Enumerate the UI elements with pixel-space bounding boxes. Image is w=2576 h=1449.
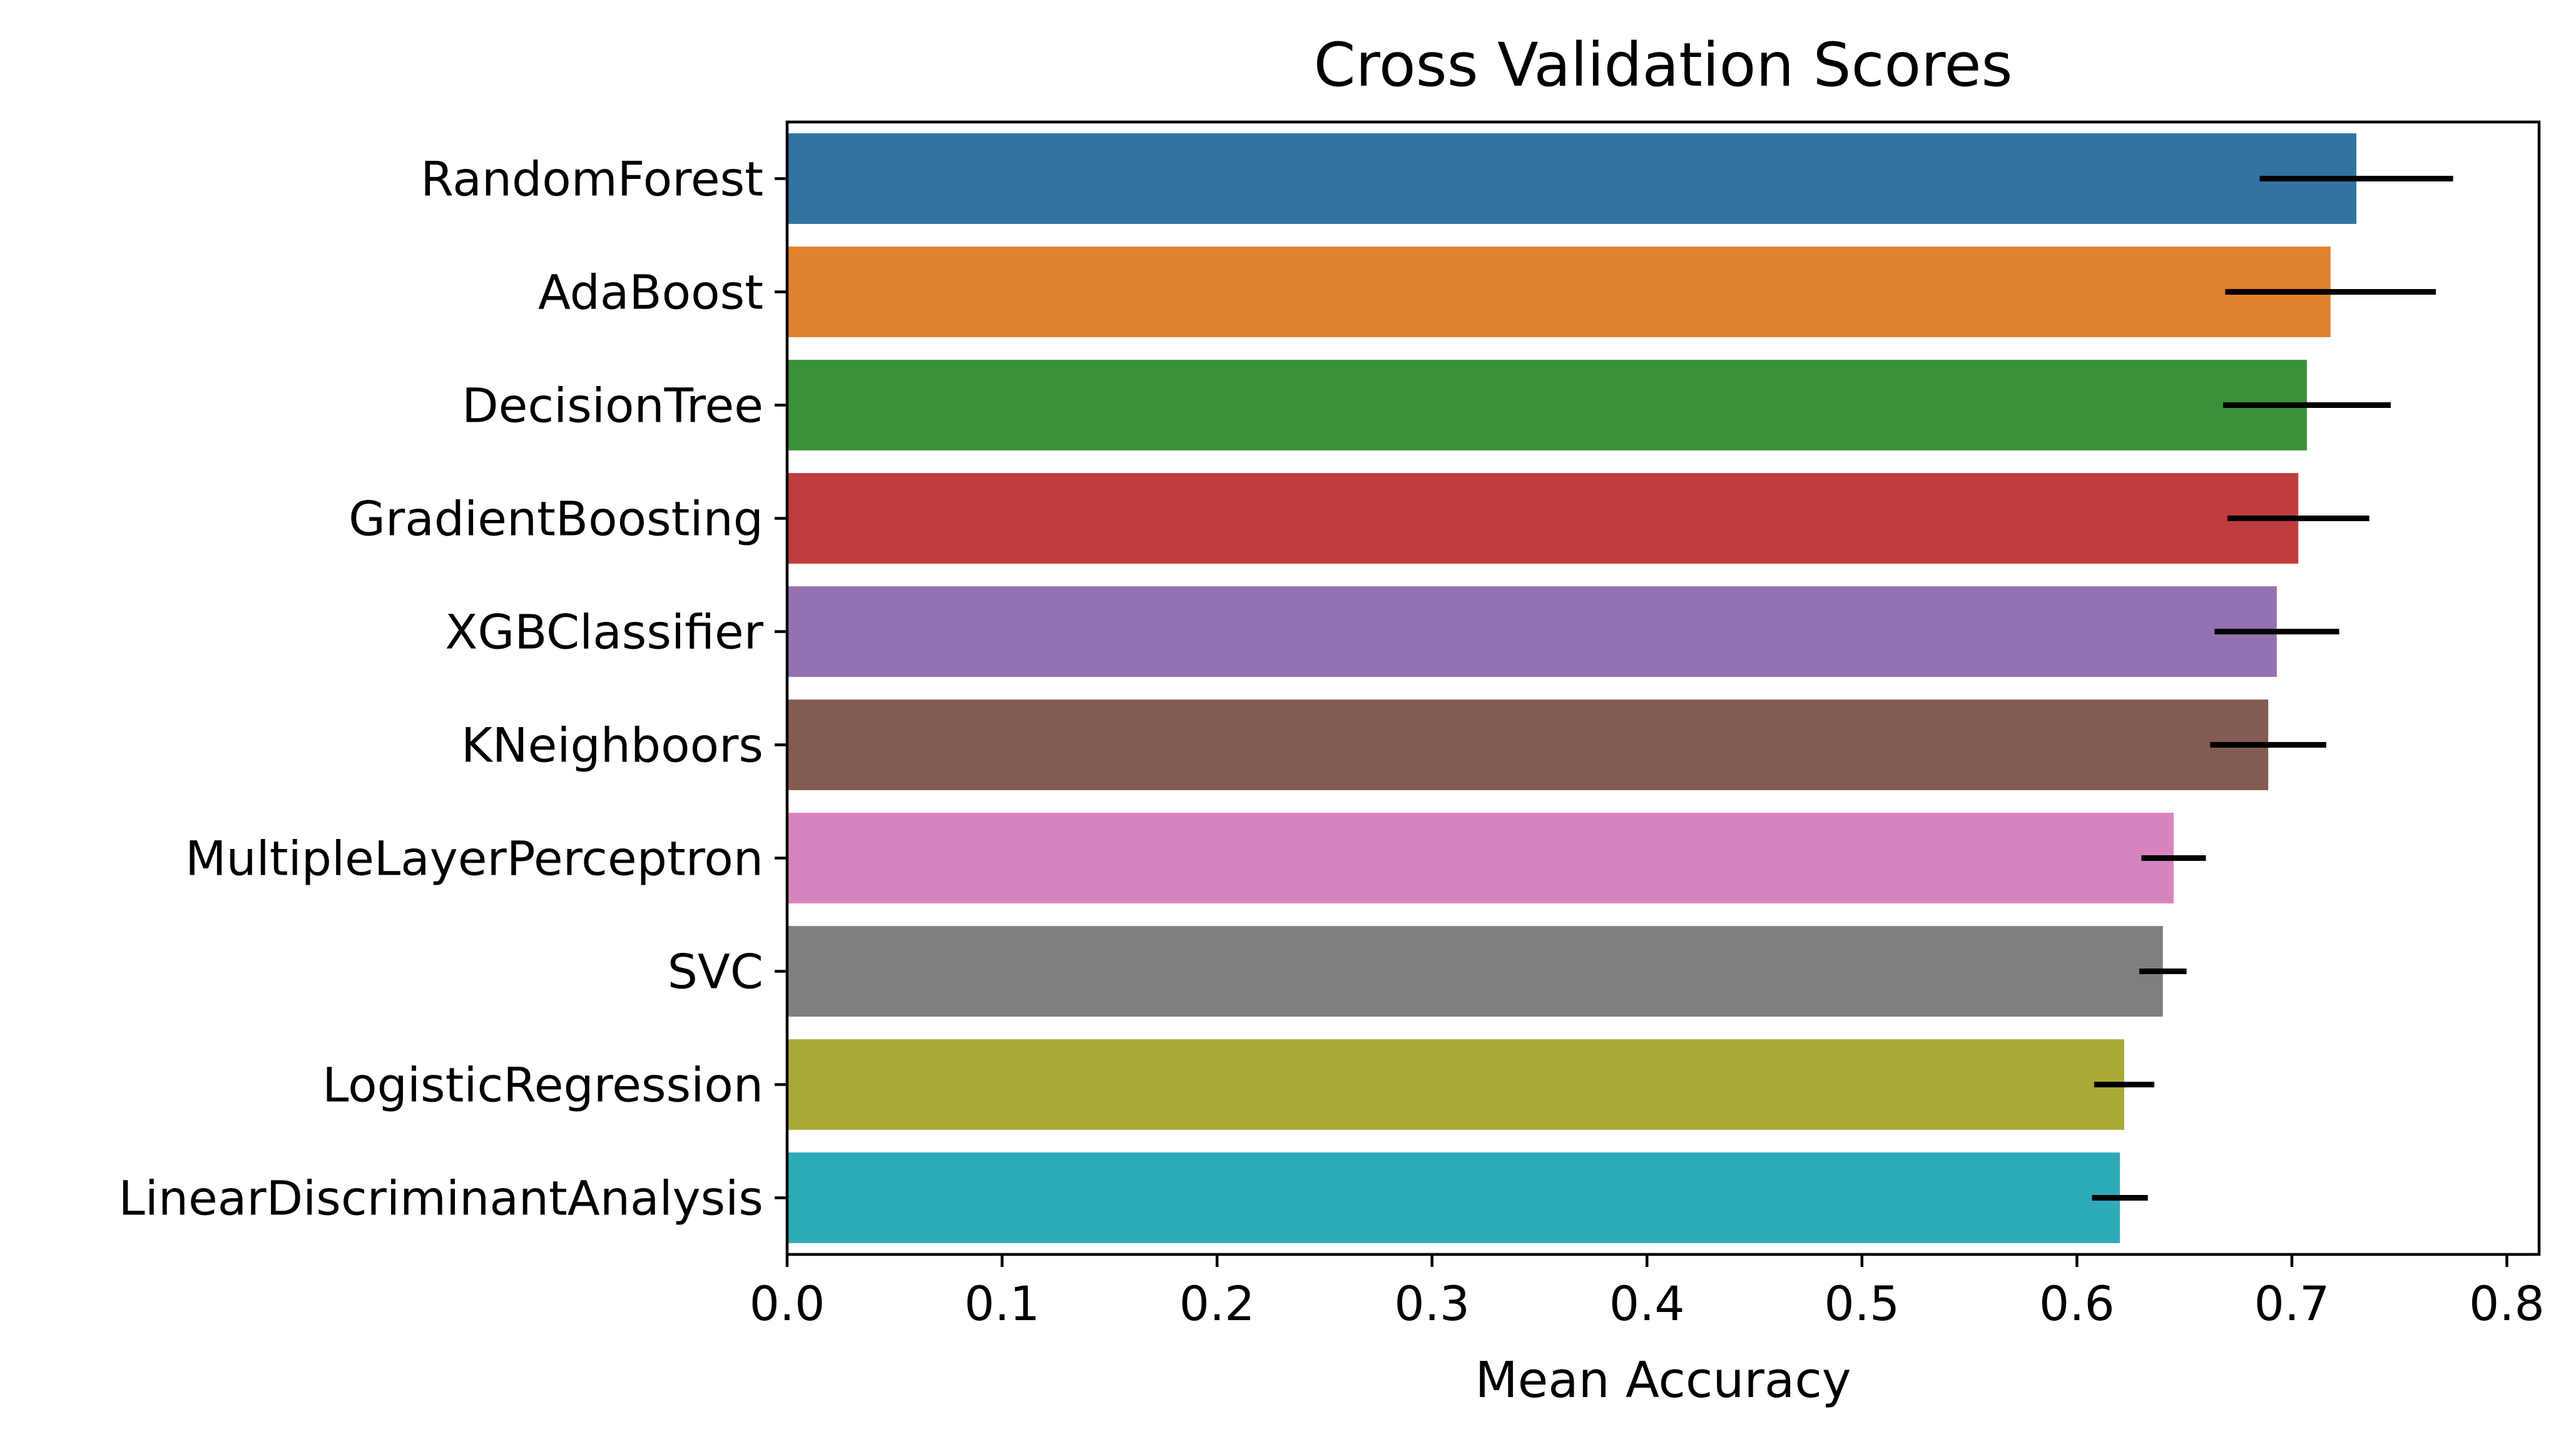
x-tick-label-0-1: 0.1 — [964, 1276, 1040, 1331]
y-tick-label-svc: SVC — [668, 944, 763, 1000]
x-tick-label-0-7: 0.7 — [2254, 1276, 2329, 1331]
y-tick-label-gradientboosting: GradientBoosting — [349, 491, 763, 547]
x-axis: 0.0 0.1 0.2 0.3 0.4 0.5 0.6 0.7 0.8 — [750, 1254, 2545, 1331]
x-tick-label-0-3: 0.3 — [1394, 1276, 1470, 1331]
chart-title: Cross Validation Scores — [1313, 30, 2012, 100]
x-tick-label-0-2: 0.2 — [1179, 1276, 1255, 1331]
bar-kneighboors — [787, 699, 2269, 790]
bar-multiplelayerperceptron — [787, 813, 2174, 903]
y-tick-label-decisiontree: DecisionTree — [462, 378, 763, 434]
plot-frame — [785, 120, 2541, 1256]
bar-decisiontree — [787, 360, 2307, 450]
y-tick-label-logisticregression: LogisticRegression — [322, 1057, 763, 1113]
bars-layer — [787, 133, 2356, 1243]
x-tick-label-0-8: 0.8 — [2469, 1276, 2545, 1331]
y-tick-label-lineardiscriminantanalysis: LinearDiscriminantAnalysis — [118, 1171, 763, 1226]
bar-lineardiscriminantanalysis — [787, 1152, 2120, 1243]
y-axis: RandomForest AdaBoost DecisionTree Gradient… — [118, 151, 787, 1226]
bar-xgbclassifier — [787, 586, 2277, 677]
x-tick-label-0-4: 0.4 — [1609, 1276, 1685, 1331]
bar-gradientboosting — [787, 473, 2299, 564]
x-tick-label-0-0: 0.0 — [750, 1276, 825, 1331]
bar-svc — [787, 926, 2163, 1017]
y-tick-label-adaboost: AdaBoost — [538, 265, 763, 320]
bar-adaboost — [787, 247, 2331, 337]
y-tick-label-randomforest: RandomForest — [420, 151, 763, 207]
y-tick-label-xgbclassifier: XGBClassifier — [445, 604, 763, 660]
x-axis-label: Mean Accuracy — [1475, 1351, 1851, 1409]
y-tick-label-multiplelayerperceptron: MultipleLayerPerceptron — [185, 831, 763, 887]
bar-logisticregression — [787, 1039, 2124, 1130]
x-tick-label-0-6: 0.6 — [2039, 1276, 2115, 1331]
y-tick-label-kneighboors: KNeighboors — [461, 718, 763, 773]
error-bars-layer — [2092, 176, 2453, 1201]
x-tick-label-0-5: 0.5 — [1824, 1276, 1900, 1331]
bar-randomforest — [787, 133, 2356, 224]
